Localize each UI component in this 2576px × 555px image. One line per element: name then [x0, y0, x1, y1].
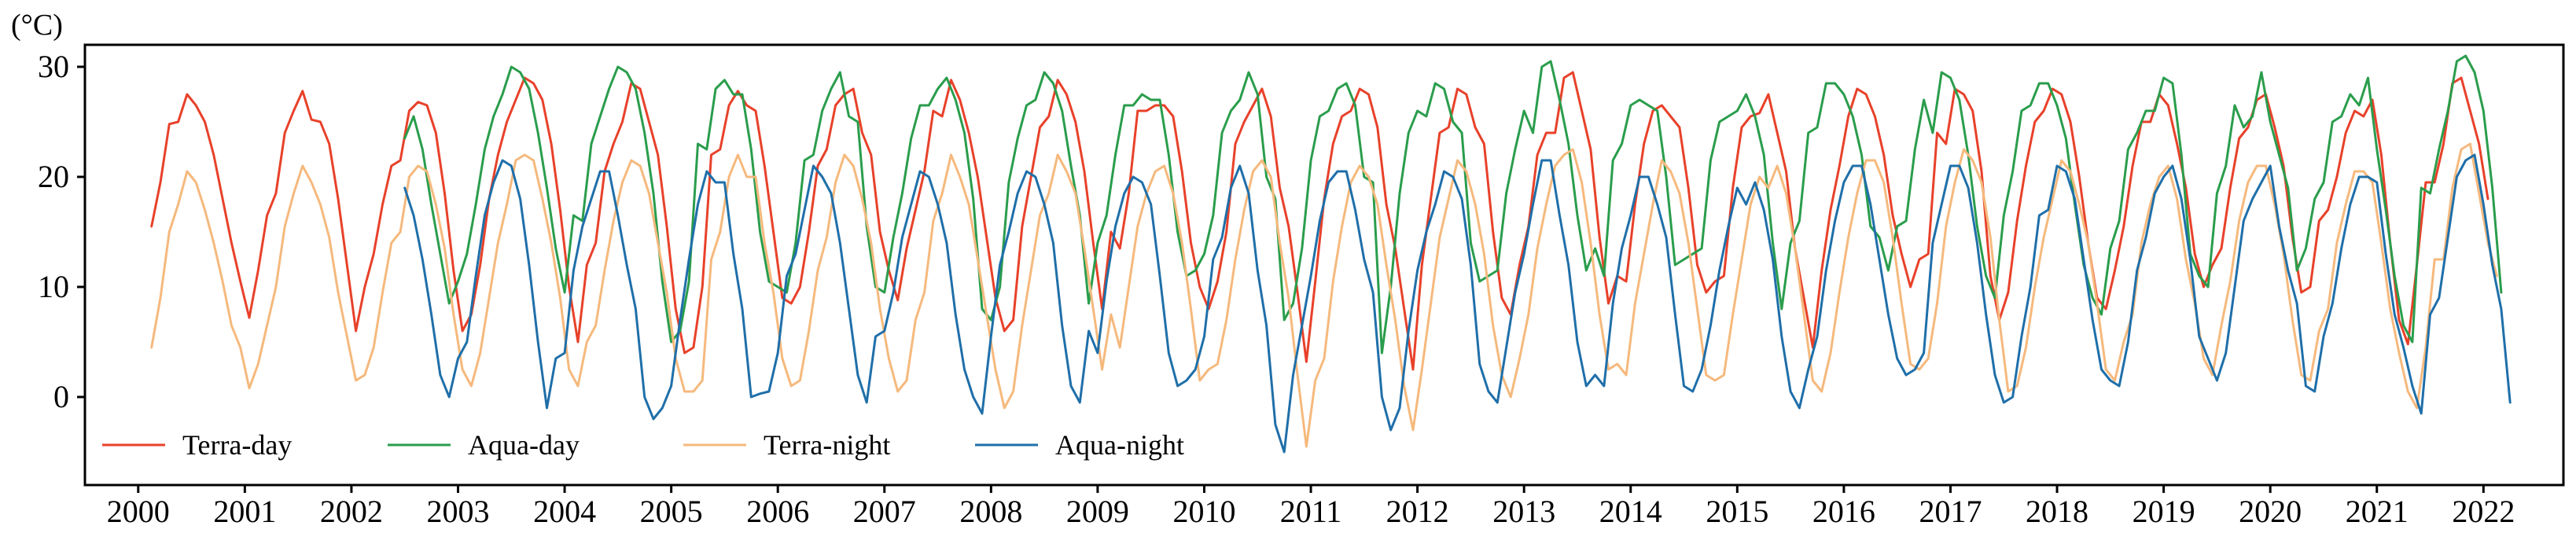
legend: Terra-day Aqua-day Terra-night Aqua-night: [102, 429, 1184, 461]
x-tick-label: 2000: [107, 494, 170, 529]
x-tick-label: 2021: [2346, 494, 2409, 529]
plot-frame: [83, 43, 2565, 487]
unit-label: (°C): [11, 9, 63, 42]
y-tick-label: 30: [38, 49, 69, 84]
y-axis: 0 10 20 30: [38, 49, 85, 414]
x-tick-label: 2011: [1280, 494, 1342, 529]
legend-label-terra-night: Terra-night: [764, 429, 890, 461]
y-tick-label: 10: [38, 269, 69, 304]
legend-label-terra-day: Terra-day: [182, 429, 292, 461]
x-tick-label: 2013: [1492, 494, 1555, 529]
x-axis: 2000 2001 2002 2003 2004 2005 2006 2007 2008 2009…: [107, 485, 2515, 529]
x-tick-label: 2004: [533, 494, 596, 529]
x-tick-label: 2007: [853, 494, 916, 529]
x-tick-label: 2001: [213, 494, 276, 529]
x-tick-label: 2022: [2452, 494, 2515, 529]
x-tick-label: 2012: [1386, 494, 1449, 529]
x-tick-label: 2003: [426, 494, 489, 529]
x-tick-label: 2009: [1066, 494, 1129, 529]
series-line-aqua-night: [403, 153, 2512, 454]
x-tick-label: 2006: [746, 494, 809, 529]
y-tick-label: 0: [53, 379, 69, 414]
y-tick-label: 20: [38, 159, 69, 194]
plot-lines: [150, 54, 2512, 454]
x-tick-label: 2014: [1599, 494, 1662, 529]
x-tick-label: 2018: [2026, 494, 2088, 529]
x-tick-label: 2016: [1812, 494, 1875, 529]
legend-label-aqua-day: Aqua-day: [468, 429, 580, 461]
x-tick-label: 2002: [320, 494, 383, 529]
series-line-terra-day: [150, 71, 2490, 371]
x-tick-label: 2010: [1172, 494, 1235, 529]
x-tick-label: 2005: [640, 494, 703, 529]
x-tick-label: 2017: [1919, 494, 1982, 529]
x-tick-label: 2008: [959, 494, 1022, 529]
x-tick-label: 2019: [2133, 494, 2195, 529]
x-tick-label: 2015: [1706, 494, 1768, 529]
x-tick-label: 2020: [2239, 494, 2302, 529]
legend-label-aqua-night: Aqua-night: [1055, 429, 1184, 461]
series-line-terra-night: [150, 142, 2498, 448]
